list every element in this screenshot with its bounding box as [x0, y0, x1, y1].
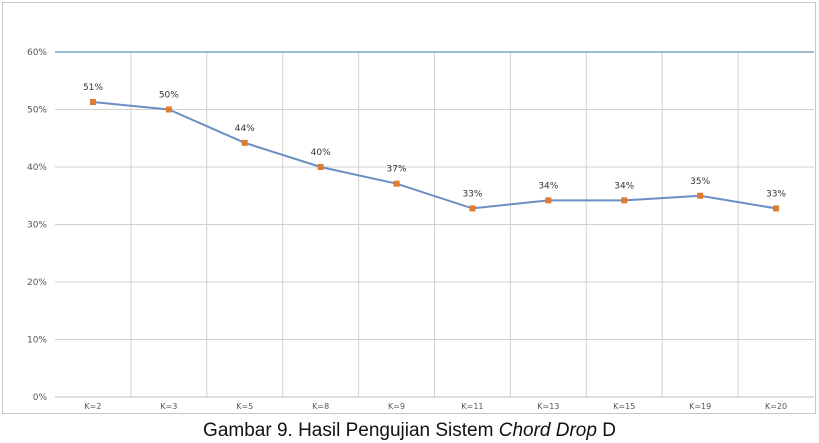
data-label: 34%: [538, 181, 558, 191]
data-label: 50%: [159, 91, 179, 101]
x-tick-label: K=13: [537, 402, 559, 411]
caption-prefix: Gambar 9. Hasil Pengujian Sistem: [203, 420, 499, 441]
data-point: [621, 197, 628, 204]
data-label: 33%: [766, 189, 786, 199]
y-tick-label: 40%: [27, 163, 47, 173]
y-tick-label: 0%: [33, 393, 48, 403]
y-tick-label: 50%: [27, 106, 47, 116]
caption-suffix: D: [596, 420, 616, 441]
data-point: [697, 192, 704, 199]
x-tick-label: K=9: [388, 402, 405, 411]
y-tick-label: 10%: [27, 336, 47, 346]
x-tick-label: K=19: [689, 402, 711, 411]
figure-caption: Gambar 9. Hasil Pengujian Sistem Chord D…: [0, 420, 819, 442]
data-point: [317, 164, 324, 170]
x-tick-label: K=15: [613, 402, 635, 411]
data-label: 44%: [235, 124, 255, 134]
data-label: 34%: [614, 181, 634, 191]
caption-emphasis: Chord Drop: [498, 420, 597, 441]
data-label: 51%: [83, 83, 103, 93]
chart-frame: 0% 10% 20% 30% 40% 50% 60% K=2 K=3 K=5 K=8 K=9 K=11 K…: [2, 2, 816, 414]
x-tick-label: K=11: [461, 402, 483, 411]
data-point: [241, 139, 248, 146]
x-tick-label: K=2: [84, 402, 101, 411]
data-point: [545, 197, 552, 204]
y-tick-label: 60%: [27, 48, 47, 58]
x-tick-label: K=8: [312, 402, 329, 411]
data-point: [469, 205, 476, 212]
data-label: 35%: [690, 177, 710, 187]
x-tick-label: K=20: [765, 402, 787, 411]
y-tick-label: 30%: [27, 221, 47, 231]
data-point: [393, 180, 400, 187]
data-point: [773, 205, 780, 212]
y-tick-label: 20%: [27, 278, 47, 288]
x-tick-label: K=5: [236, 402, 253, 411]
data-point: [165, 106, 172, 113]
data-label: 37%: [387, 165, 407, 175]
data-point: [89, 99, 96, 106]
data-label: 40%: [311, 148, 331, 158]
data-label: 33%: [462, 189, 482, 199]
x-tick-label: K=3: [160, 402, 177, 411]
series-line: [92, 101, 777, 210]
line-chart: 0% 10% 20% 30% 40% 50% 60% K=2 K=3 K=5 K=8 K=9 K=11 K…: [27, 48, 814, 411]
